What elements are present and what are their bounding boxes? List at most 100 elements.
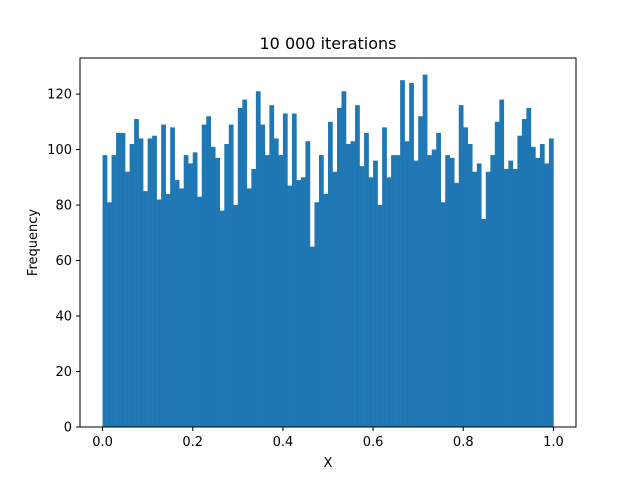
histogram-bar: [422, 74, 428, 428]
histogram-bar: [309, 246, 315, 427]
histogram-bar: [183, 155, 189, 427]
histogram-bar: [368, 177, 374, 427]
histogram-bar: [359, 166, 365, 427]
histogram-bar: [215, 157, 221, 427]
histogram-bar: [264, 155, 270, 427]
histogram-bar: [300, 177, 306, 427]
histogram-bar: [391, 155, 396, 427]
histogram-bar: [494, 121, 500, 428]
histogram-bar: [328, 121, 333, 428]
histogram-bar: [296, 180, 302, 427]
y-axis-label: Frequency: [26, 209, 41, 276]
histogram-bar: [544, 163, 550, 427]
y-tick-label: 120: [47, 88, 72, 103]
histogram-bar: [143, 191, 148, 427]
histogram-bar: [449, 157, 455, 427]
x-tick-label: 1.0: [543, 435, 564, 450]
x-tick-label: 0.0: [92, 435, 113, 450]
chart-title: 10 000 iterations: [260, 34, 397, 53]
histogram-bar: [530, 146, 536, 427]
histogram-bar: [467, 144, 473, 428]
histogram-bar: [192, 152, 198, 428]
histogram-bar: [413, 160, 419, 428]
histogram-bar: [454, 182, 460, 427]
x-axis-ticks: 0.0 0.2 0.4 0.6 0.8 1.0: [92, 427, 564, 450]
histogram-bar: [129, 144, 135, 428]
histogram-bar: [386, 177, 392, 427]
histogram-bar: [111, 155, 117, 427]
histogram-bar: [337, 107, 342, 427]
histogram-bar: [404, 141, 410, 427]
histogram-bar: [409, 82, 414, 428]
histogram-bar: [237, 107, 243, 427]
histogram-bar: [134, 119, 139, 427]
histogram-bar: [269, 105, 275, 428]
histogram-bar: [102, 155, 108, 427]
y-tick-label: 0: [64, 421, 72, 436]
histogram-bar: [165, 193, 171, 427]
histogram-bar: [251, 168, 257, 427]
histogram-bar: [219, 210, 225, 427]
histogram-bar: [526, 107, 532, 427]
histogram-bar: [260, 124, 266, 428]
histogram-bar: [147, 138, 153, 427]
histogram-bar: [224, 144, 230, 428]
histogram-bar: [548, 138, 554, 427]
histogram-bar: [323, 193, 329, 427]
histogram-bar: [539, 144, 545, 428]
histogram-bar: [255, 91, 261, 427]
histogram-bar: [156, 199, 162, 427]
x-axis-label: X: [324, 456, 333, 471]
y-axis-ticks: 0 20 40 60 80 100 120: [47, 88, 80, 436]
histogram-bar: [476, 163, 482, 427]
histogram-bar: [472, 171, 478, 427]
histogram-bar: [206, 116, 212, 428]
y-tick-label: 40: [55, 310, 72, 325]
histogram-bar: [481, 218, 487, 427]
histogram-bar: [458, 105, 464, 428]
y-tick-label: 100: [47, 143, 72, 158]
histogram-bar: [242, 99, 248, 427]
histogram-bar: [161, 124, 166, 428]
histogram-bar: [233, 205, 239, 427]
histogram-bar: [282, 113, 288, 428]
histogram-bar: [431, 149, 437, 427]
histogram-bar: [152, 135, 157, 427]
histogram-bar: [170, 127, 175, 427]
histogram-bar: [490, 155, 496, 427]
histogram-bar: [427, 155, 432, 427]
histogram-bar: [535, 157, 541, 427]
y-tick-label: 20: [55, 365, 72, 380]
histogram-bar: [116, 132, 121, 427]
histogram-bar: [503, 168, 509, 427]
histogram-bar: [201, 124, 207, 428]
histogram-bar: [291, 113, 297, 428]
x-tick-label: 0.2: [182, 435, 203, 450]
x-tick-label: 0.8: [453, 435, 474, 450]
histogram-bar: [355, 105, 360, 428]
histogram-bar: [521, 119, 527, 427]
histogram-bar: [400, 80, 405, 427]
histogram-bar: [440, 202, 446, 427]
histogram-bar: [246, 188, 252, 427]
histogram-bar: [508, 160, 514, 428]
y-tick-label: 80: [55, 199, 72, 214]
histogram-bar: [228, 124, 234, 428]
histogram-bar: [395, 155, 401, 427]
histogram-bar: [485, 171, 491, 427]
x-tick-label: 0.6: [363, 435, 384, 450]
histogram-bar: [197, 196, 202, 427]
histogram-bar: [138, 138, 144, 427]
histogram-bar: [332, 171, 338, 427]
y-tick-label: 60: [55, 254, 72, 269]
histogram-bar: [287, 185, 293, 427]
histogram-bar: [418, 116, 423, 428]
histogram-bar: [377, 205, 383, 427]
histogram-bar: [499, 99, 505, 427]
histogram-bar: [179, 188, 184, 427]
histogram-bar: [305, 141, 311, 427]
plot-frame: [79, 57, 577, 428]
bars-group: [102, 74, 554, 428]
histogram-bar: [350, 141, 356, 427]
histogram-bar: [174, 180, 180, 427]
